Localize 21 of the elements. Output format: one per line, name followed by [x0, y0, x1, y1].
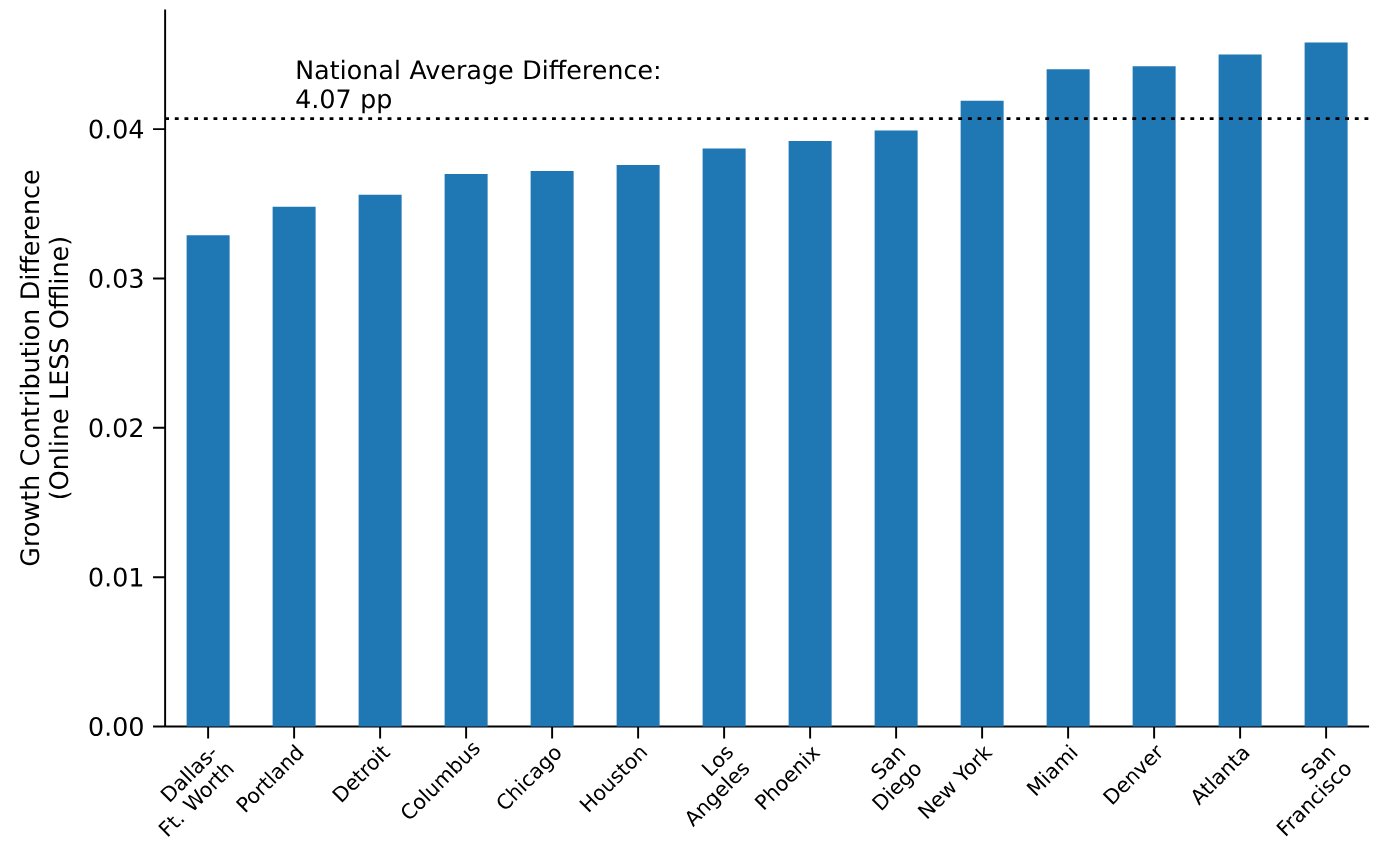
y-axis-title: Growth Contribution Difference (Online LESS Offline)	[19, 170, 72, 566]
y-tick-label: 0.02	[89, 418, 142, 438]
y-tick-label: 0.01	[89, 567, 143, 587]
bar	[186, 235, 230, 727]
y-tick-label: 0.04	[89, 119, 144, 139]
bar	[1304, 42, 1348, 727]
bar	[788, 141, 832, 727]
bar	[1046, 69, 1090, 727]
y-tick-label: 0.00	[89, 716, 143, 737]
bar	[874, 130, 918, 727]
bar	[1218, 54, 1262, 727]
bar	[702, 148, 746, 727]
bar	[272, 206, 316, 727]
bar	[616, 165, 660, 727]
bar	[444, 173, 488, 727]
ref-line-label: National Average Difference: 4.07 pp	[296, 59, 659, 114]
bar	[960, 100, 1004, 727]
y-tick-label: 0.03	[89, 268, 143, 289]
bar	[530, 171, 574, 727]
bar	[358, 194, 402, 727]
bar	[1132, 66, 1176, 727]
